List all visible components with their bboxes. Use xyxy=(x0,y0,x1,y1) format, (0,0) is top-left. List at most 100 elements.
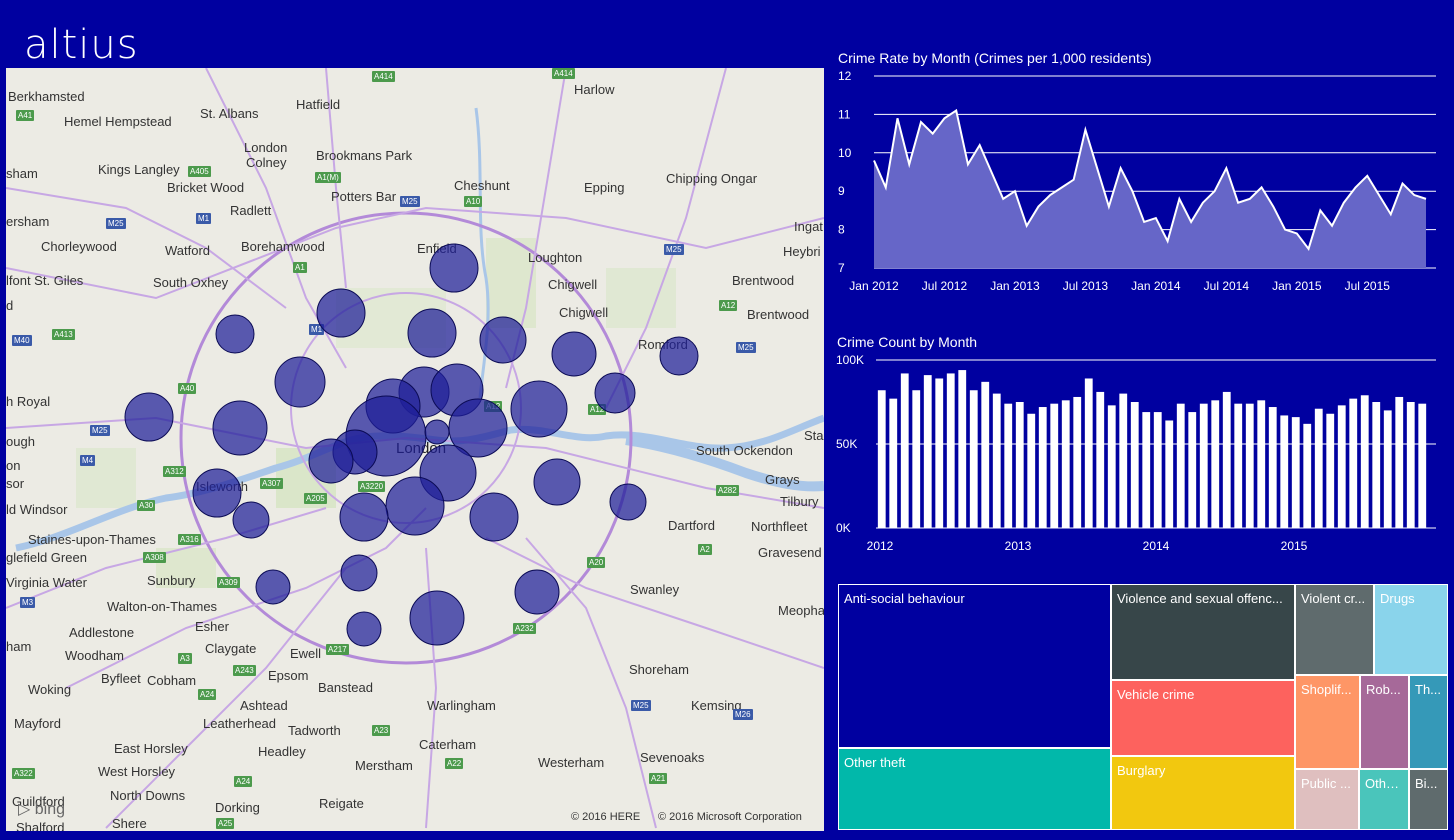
crime-count-bar[interactable] xyxy=(1314,408,1323,528)
crime-count-bar[interactable] xyxy=(1153,412,1162,528)
crime-rate-point[interactable] xyxy=(1060,185,1064,189)
crime-count-bar[interactable] xyxy=(1073,396,1082,528)
crime-count-bar[interactable] xyxy=(912,390,921,528)
crime-count-bar[interactable] xyxy=(969,390,978,528)
crime-rate-point[interactable] xyxy=(1412,193,1416,197)
crime-rate-point[interactable] xyxy=(1354,185,1358,189)
crime-count-bar[interactable] xyxy=(1142,412,1151,528)
crime-count-chart[interactable]: 0K 50K 100K 2012 2013 2014 2015 xyxy=(830,348,1450,558)
crime-count-bar[interactable] xyxy=(1234,403,1243,528)
crime-rate-point[interactable] xyxy=(1260,185,1264,189)
crime-rate-point[interactable] xyxy=(1201,201,1205,205)
treemap-tile[interactable]: Shoplif... xyxy=(1295,675,1360,769)
crime-rate-point[interactable] xyxy=(1424,197,1428,201)
crime-rate-point[interactable] xyxy=(1013,189,1017,193)
crime-count-bar[interactable] xyxy=(935,378,944,528)
crime-count-bar[interactable] xyxy=(1303,423,1312,528)
crime-count-bar[interactable] xyxy=(1107,405,1116,528)
crime-count-bar[interactable] xyxy=(1268,407,1277,528)
crime-count-bar[interactable] xyxy=(992,393,1001,528)
treemap-tile[interactable]: Violence and sexual offenc... xyxy=(1111,584,1295,680)
crime-rate-point[interactable] xyxy=(884,185,888,189)
crime-rate-point[interactable] xyxy=(978,143,982,147)
treemap-tile[interactable]: Anti-social behaviour xyxy=(838,584,1111,748)
crime-rate-point[interactable] xyxy=(1036,205,1040,209)
crime-count-bar[interactable] xyxy=(1004,403,1013,528)
crime-count-bar[interactable] xyxy=(1418,403,1427,528)
crime-count-bar[interactable] xyxy=(1257,400,1266,528)
crime-count-bar[interactable] xyxy=(1383,410,1392,528)
crime-count-bar[interactable] xyxy=(1337,405,1346,528)
crime-count-bar[interactable] xyxy=(1130,402,1139,528)
crime-count-bar[interactable] xyxy=(889,398,898,528)
crime-rate-point[interactable] xyxy=(1142,220,1146,224)
crime-rate-point[interactable] xyxy=(989,170,993,174)
crime-rate-point[interactable] xyxy=(1365,174,1369,178)
crime-count-bar[interactable] xyxy=(1096,391,1105,528)
crime-rate-point[interactable] xyxy=(1236,201,1240,205)
crime-rate-point[interactable] xyxy=(1248,197,1252,201)
crime-rate-point[interactable] xyxy=(966,162,970,166)
crime-rate-point[interactable] xyxy=(954,109,958,113)
crime-rate-chart[interactable]: 7 8 9 10 11 12 Jan 2012 Jul 2012 Jan 2013 Jul 201… xyxy=(830,64,1450,304)
crime-rate-point[interactable] xyxy=(895,116,899,120)
crime-count-bar[interactable] xyxy=(1165,420,1174,528)
treemap-tile[interactable]: Drugs xyxy=(1374,584,1448,675)
crime-count-bar[interactable] xyxy=(1280,415,1289,528)
treemap-tile[interactable]: Vehicle crime xyxy=(1111,680,1295,756)
crime-count-bar[interactable] xyxy=(1326,413,1335,528)
crime-rate-point[interactable] xyxy=(1025,224,1029,228)
crime-rate-point[interactable] xyxy=(1095,166,1099,170)
crime-rate-point[interactable] xyxy=(1377,193,1381,197)
crime-rate-point[interactable] xyxy=(1072,178,1076,182)
crime-bubble-map[interactable]: Berkhamsted Hemel Hempstead St. Albans Hatf… xyxy=(6,68,824,831)
crime-type-treemap[interactable]: Anti-social behaviour Other theft Violence… xyxy=(838,584,1448,830)
crime-rate-point[interactable] xyxy=(1271,205,1275,209)
crime-count-bar[interactable] xyxy=(1406,402,1415,528)
crime-count-bar[interactable] xyxy=(1027,413,1036,528)
crime-count-bar[interactable] xyxy=(1176,403,1185,528)
crime-rate-point[interactable] xyxy=(1295,231,1299,235)
crime-rate-point[interactable] xyxy=(931,132,935,136)
treemap-tile[interactable]: Violent cr... xyxy=(1295,584,1374,675)
crime-rate-point[interactable] xyxy=(1166,239,1170,243)
crime-count-bar[interactable] xyxy=(923,375,932,528)
crime-rate-point[interactable] xyxy=(1119,166,1123,170)
crime-count-bar[interactable] xyxy=(1222,391,1231,528)
treemap-tile[interactable]: Burglary xyxy=(1111,756,1295,830)
crime-rate-point[interactable] xyxy=(1401,182,1405,186)
crime-count-bar[interactable] xyxy=(1199,403,1208,528)
crime-rate-point[interactable] xyxy=(872,158,876,162)
crime-rate-point[interactable] xyxy=(1318,208,1322,212)
crime-count-bar[interactable] xyxy=(946,373,955,528)
crime-rate-point[interactable] xyxy=(1048,193,1052,197)
treemap-tile[interactable]: Rob... xyxy=(1360,675,1409,769)
crime-rate-point[interactable] xyxy=(1342,201,1346,205)
crime-count-bar[interactable] xyxy=(1360,395,1369,528)
crime-count-bar[interactable] xyxy=(1211,400,1220,528)
crime-count-bar[interactable] xyxy=(877,390,886,528)
crime-rate-point[interactable] xyxy=(1307,247,1311,251)
treemap-tile[interactable]: Othe... xyxy=(1359,769,1409,830)
crime-count-bar[interactable] xyxy=(1084,378,1093,528)
crime-rate-point[interactable] xyxy=(1283,228,1287,232)
crime-rate-point[interactable] xyxy=(942,116,946,120)
crime-rate-point[interactable] xyxy=(919,120,923,124)
crime-count-bar[interactable] xyxy=(1188,412,1197,528)
crime-rate-point[interactable] xyxy=(907,162,911,166)
crime-count-bar[interactable] xyxy=(1372,402,1381,528)
crime-rate-point[interactable] xyxy=(1177,197,1181,201)
crime-count-bar[interactable] xyxy=(900,373,909,528)
treemap-tile[interactable]: Th... xyxy=(1409,675,1448,769)
crime-rate-point[interactable] xyxy=(1213,189,1217,193)
treemap-tile[interactable]: Public ... xyxy=(1295,769,1359,830)
crime-rate-point[interactable] xyxy=(1001,197,1005,201)
crime-count-bar[interactable] xyxy=(1015,402,1024,528)
crime-rate-point[interactable] xyxy=(1154,216,1158,220)
crime-count-bar[interactable] xyxy=(1349,398,1358,528)
crime-count-bar[interactable] xyxy=(1395,396,1404,528)
crime-count-bar[interactable] xyxy=(1050,403,1059,528)
crime-count-bar[interactable] xyxy=(1291,417,1300,528)
crime-count-bar[interactable] xyxy=(1245,403,1254,528)
treemap-tile[interactable]: Bi... xyxy=(1409,769,1448,830)
